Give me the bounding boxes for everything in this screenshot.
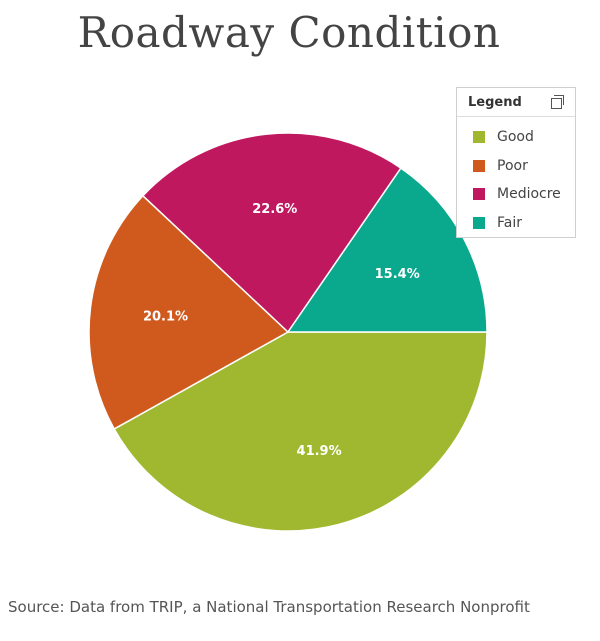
data-label-poor: 20.1% <box>143 309 188 324</box>
pie-slice-good[interactable] <box>113 331 488 532</box>
pie-slice-poor[interactable] <box>88 194 290 430</box>
legend-swatch <box>473 188 485 201</box>
legend-label: Poor <box>497 157 528 174</box>
pie-slices <box>88 132 488 532</box>
chart-title: Roadway Condition <box>77 8 501 57</box>
pie-slice-fair[interactable] <box>286 167 488 333</box>
legend-swatch <box>473 216 485 229</box>
legend-item-fair[interactable]: Fair <box>457 209 575 238</box>
legend-swatch <box>473 131 485 144</box>
legend: Legend Good Poor Mediocre Fair <box>456 87 576 238</box>
legend-label: Fair <box>497 214 522 231</box>
legend-label: Good <box>497 129 534 146</box>
data-label-good: 41.9% <box>297 444 342 459</box>
data-label-mediocre: 22.6% <box>252 202 297 217</box>
legend-header: Legend <box>457 88 575 117</box>
legend-item-poor[interactable]: Poor <box>457 152 575 181</box>
legend-label: Mediocre <box>497 186 561 203</box>
data-label-fair: 15.4% <box>375 267 420 282</box>
popout-icon[interactable] <box>551 95 565 109</box>
legend-title: Legend <box>468 94 522 110</box>
source-note: Source: Data from TRIP, a National Trans… <box>8 598 530 616</box>
legend-swatch <box>473 159 485 172</box>
legend-item-good[interactable]: Good <box>457 123 575 152</box>
pie-labels: 41.9% 20.1% 22.6% 15.4% <box>143 202 420 459</box>
legend-item-mediocre[interactable]: Mediocre <box>457 180 575 209</box>
pie-slice-mediocre[interactable] <box>141 132 402 334</box>
legend-items: Good Poor Mediocre Fair <box>457 117 575 237</box>
